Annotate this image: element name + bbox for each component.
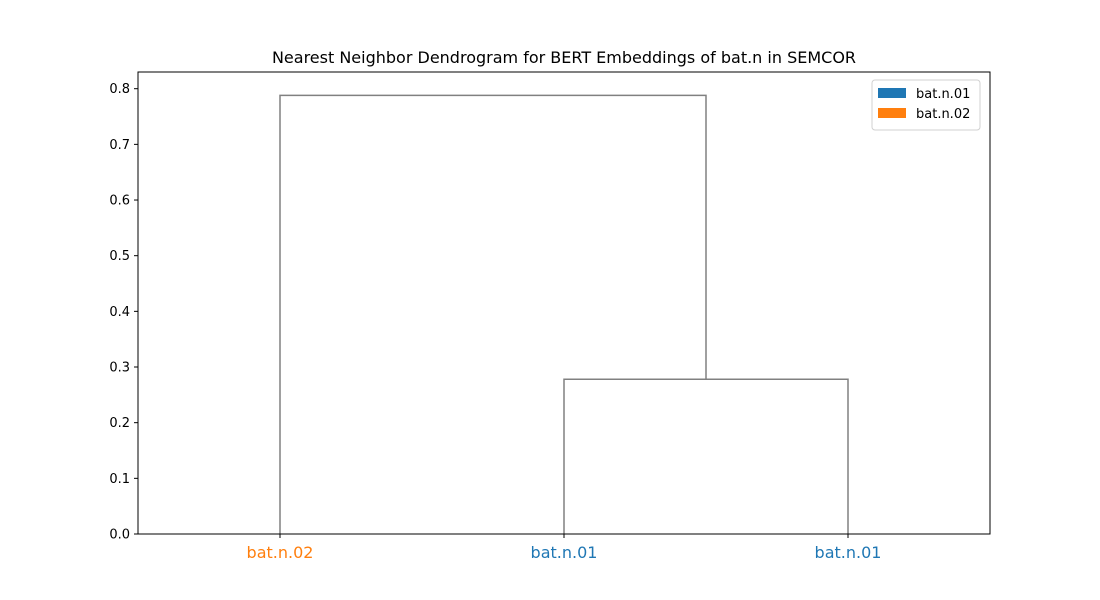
y-tick-label: 0.6 — [109, 194, 130, 209]
y-tick-label: 0.1 — [109, 472, 130, 487]
y-tick-label: 0.5 — [109, 249, 130, 264]
chart-title: Nearest Neighbor Dendrogram for BERT Emb… — [272, 48, 856, 67]
leaf-label: bat.n.02 — [247, 543, 314, 562]
y-tick-label: 0.3 — [109, 361, 130, 376]
y-tick-label: 0.4 — [109, 305, 130, 320]
y-tick-label: 0.8 — [109, 82, 130, 97]
legend-label: bat.n.02 — [916, 107, 970, 122]
leaf-labels: bat.n.02 bat.n.01 bat.n.01 — [247, 534, 882, 562]
leaf-label: bat.n.01 — [531, 543, 598, 562]
legend: bat.n.01 bat.n.02 — [871, 79, 981, 131]
legend-label: bat.n.01 — [916, 87, 970, 102]
dendrogram-link — [279, 94, 707, 534]
y-tick-label: 0.7 — [109, 138, 130, 153]
leaf-label: bat.n.01 — [815, 543, 882, 562]
legend-swatch — [878, 108, 906, 118]
legend-swatch — [878, 88, 906, 98]
y-axis: 0.0 0.1 0.2 0.3 0.4 0.5 0.6 0.7 0.8 — [109, 82, 138, 543]
dendrogram-links — [279, 94, 849, 534]
dendrogram-link — [563, 378, 849, 534]
y-tick-label: 0.0 — [109, 528, 130, 543]
y-tick-label: 0.2 — [109, 416, 130, 431]
